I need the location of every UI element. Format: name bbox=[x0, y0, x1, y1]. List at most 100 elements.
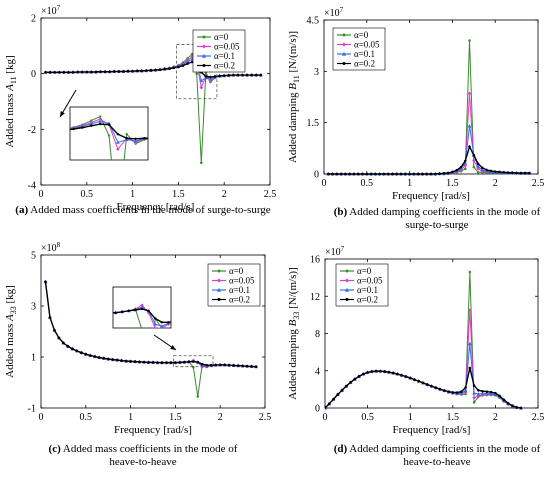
data-point bbox=[467, 341, 472, 346]
data-point bbox=[53, 328, 56, 332]
data-point bbox=[382, 172, 386, 176]
y-label-subscript: 33 bbox=[292, 312, 301, 320]
axis-multiplier: ×108 bbox=[41, 241, 61, 254]
data-point bbox=[152, 137, 154, 139]
data-point bbox=[213, 324, 215, 326]
data-point bbox=[68, 310, 70, 312]
data-point bbox=[106, 357, 110, 361]
x-tick-label: 0 bbox=[39, 189, 44, 200]
data-point bbox=[206, 323, 209, 326]
panel-caption: (d) Added damping coefficients in the mo… bbox=[334, 443, 541, 455]
data-point bbox=[90, 124, 93, 127]
y-tick-label: 4.5 bbox=[307, 16, 320, 27]
data-point bbox=[172, 66, 176, 70]
data-point bbox=[75, 310, 78, 313]
data-point bbox=[108, 70, 111, 73]
data-point bbox=[68, 309, 71, 312]
data-point bbox=[480, 391, 485, 396]
legend-item: α=0.2 bbox=[337, 59, 375, 69]
data-point bbox=[55, 308, 57, 310]
y-tick-label: 1 bbox=[31, 353, 36, 364]
data-point bbox=[178, 135, 181, 138]
data-point bbox=[408, 172, 411, 176]
data-point bbox=[187, 320, 189, 322]
data-point bbox=[170, 136, 172, 138]
data-point bbox=[227, 74, 231, 77]
data-point bbox=[63, 128, 65, 130]
data-point bbox=[61, 308, 64, 311]
data-point bbox=[111, 358, 114, 361]
data-point bbox=[472, 395, 477, 400]
data-point bbox=[93, 355, 97, 358]
legend-item: α=0.1 bbox=[197, 51, 235, 61]
data-point bbox=[154, 68, 157, 72]
y-tick-label: 0 bbox=[314, 170, 319, 181]
data-point bbox=[107, 123, 111, 126]
data-point bbox=[95, 312, 97, 314]
data-point bbox=[502, 398, 506, 402]
caption-text: Added mass coefficients in the mode of s… bbox=[28, 204, 271, 216]
caption-label: (c) bbox=[49, 443, 62, 455]
data-point bbox=[443, 389, 446, 392]
x-tick-label: 0 bbox=[322, 178, 327, 189]
data-point bbox=[345, 384, 348, 388]
data-point bbox=[519, 406, 523, 410]
data-point bbox=[464, 386, 467, 389]
data-point bbox=[467, 123, 472, 128]
data-point bbox=[133, 138, 138, 143]
data-point bbox=[147, 361, 150, 364]
series-markers-2 bbox=[326, 123, 532, 176]
y-tick-label: 16 bbox=[310, 255, 320, 266]
series-line-2 bbox=[325, 343, 522, 409]
data-point bbox=[187, 135, 190, 138]
data-point bbox=[222, 74, 226, 77]
data-point bbox=[131, 69, 134, 73]
data-point bbox=[451, 391, 455, 394]
data-point bbox=[134, 137, 137, 140]
data-point bbox=[214, 135, 217, 138]
inset-frame bbox=[69, 106, 149, 161]
legend-label: α=0 bbox=[229, 266, 244, 276]
data-point bbox=[208, 77, 213, 81]
x-axis-label: Frequency [rad/s] bbox=[392, 190, 470, 202]
data-point bbox=[472, 401, 476, 404]
x-tick-label: 2.5 bbox=[532, 178, 545, 189]
data-point bbox=[62, 309, 64, 311]
data-point bbox=[37, 131, 39, 133]
data-point bbox=[200, 161, 203, 165]
data-point bbox=[362, 372, 365, 376]
data-point bbox=[523, 171, 527, 175]
data-point bbox=[468, 270, 472, 274]
legend-item: α=0 bbox=[340, 266, 372, 276]
legend-label: α=0.05 bbox=[229, 276, 255, 286]
data-point bbox=[218, 363, 222, 367]
legend: α=0α=0.05α=0.1α=0.2 bbox=[335, 263, 389, 307]
data-point bbox=[472, 165, 476, 169]
data-point bbox=[115, 140, 120, 144]
data-point bbox=[55, 129, 57, 131]
data-point bbox=[94, 70, 98, 74]
y-tick-label: 1.5 bbox=[307, 118, 320, 129]
data-point bbox=[498, 394, 501, 398]
data-point bbox=[404, 375, 408, 378]
legend-swatch-marker bbox=[216, 287, 222, 292]
data-point bbox=[114, 311, 117, 314]
data-point bbox=[54, 129, 57, 132]
data-point bbox=[138, 360, 141, 364]
data-point bbox=[147, 438, 149, 440]
y-axis-label: Added damping B11 [N/(m/s)] bbox=[287, 31, 301, 163]
data-point bbox=[209, 363, 213, 367]
legend-item: α=0 bbox=[197, 32, 229, 42]
data-point bbox=[199, 78, 204, 83]
data-point bbox=[58, 70, 61, 74]
y-tick-label: 12 bbox=[310, 292, 320, 303]
legend-swatch-marker bbox=[342, 33, 346, 37]
data-point bbox=[220, 325, 223, 328]
data-point bbox=[108, 312, 110, 314]
data-point bbox=[365, 172, 369, 176]
data-point bbox=[102, 356, 105, 360]
data-point bbox=[223, 135, 226, 138]
data-point bbox=[178, 361, 182, 364]
legend-item: α=0.05 bbox=[340, 276, 383, 286]
legend: α=0α=0.05α=0.1α=0.2 bbox=[332, 27, 386, 71]
